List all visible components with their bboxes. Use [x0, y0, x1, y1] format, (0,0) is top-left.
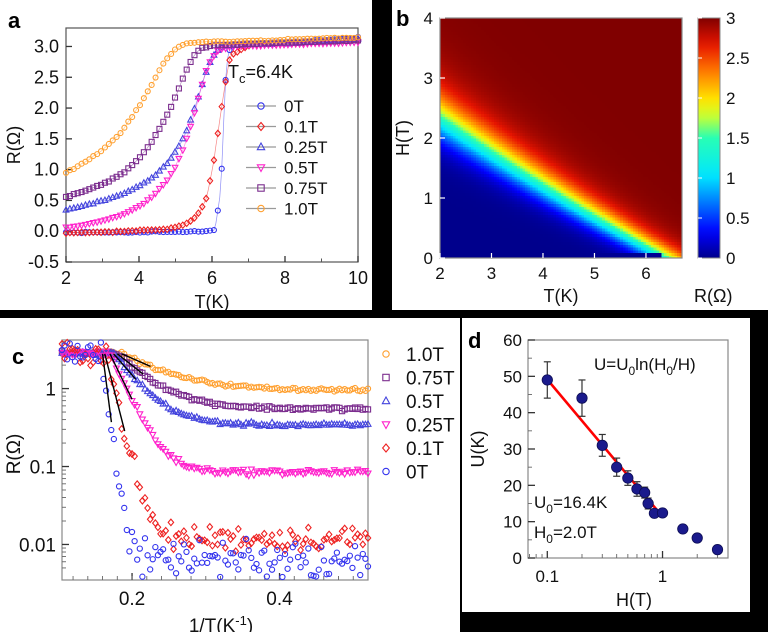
svg-text:2.0: 2.0 — [34, 98, 59, 118]
panel-b-label: b — [396, 6, 410, 31]
svg-text:1.0: 1.0 — [34, 160, 59, 180]
svg-text:10: 10 — [348, 268, 368, 288]
panel-a: a 2 4 6 8 10 -0.5 0.0 0.5 1.0 1.5 2.0 2.5 3.0 T(K) R(Ω… — [0, 0, 372, 310]
svg-text:0.5: 0.5 — [34, 190, 59, 210]
svg-text:1.0T: 1.0T — [284, 200, 318, 219]
panel-a-plot: 2 4 6 8 10 -0.5 0.0 0.5 1.0 1.5 2.0 2.5 3.0 T(K) R(Ω) T… — [4, 27, 368, 310]
panel-a-label: a — [8, 8, 21, 33]
svg-text:8: 8 — [280, 268, 290, 288]
svg-text:6: 6 — [207, 268, 217, 288]
svg-text:0.25T: 0.25T — [284, 138, 327, 157]
svg-text:4: 4 — [134, 268, 144, 288]
svg-text:0.0: 0.0 — [34, 221, 59, 241]
panel-b: b 2 3 4 5 6 0 1 2 3 4 T(K) H(T) 0 0.5 1 1.5 2 2.5 3 R(Ω) — [392, 0, 768, 310]
svg-text:0.75T: 0.75T — [284, 179, 327, 198]
svg-text:2: 2 — [61, 268, 71, 288]
svg-text:0.5T: 0.5T — [284, 159, 318, 178]
svg-text:1.5: 1.5 — [34, 129, 59, 149]
panel-c: c 0.01 0.1 1 0.2 0.4 1/T(K-1) R(Ω) 1.0T 0.75T 0.5… — [0, 318, 460, 632]
svg-text:2.5: 2.5 — [34, 67, 59, 87]
panel-d: d 0 10 20 30 40 50 60 0.1 1 H(T) U(K) U=U0ln(H0/H) U… — [462, 318, 750, 612]
svg-text:0T: 0T — [284, 97, 304, 116]
panel-d-label: d — [468, 328, 482, 353]
svg-text:R(Ω): R(Ω) — [4, 126, 24, 164]
svg-text:T(K): T(K) — [195, 292, 230, 310]
svg-text:-0.5: -0.5 — [28, 252, 59, 272]
svg-text:0.1T: 0.1T — [284, 118, 318, 137]
svg-text:3.0: 3.0 — [34, 36, 59, 56]
panel-c-plot: 0.010.110.2 0.41/T(K-1)R(Ω)1.0T0.75T0.5T0… — [4, 338, 455, 632]
panel-c-label: c — [12, 344, 25, 369]
svg-text:Tc=6.4K: Tc=6.4K — [228, 62, 293, 86]
